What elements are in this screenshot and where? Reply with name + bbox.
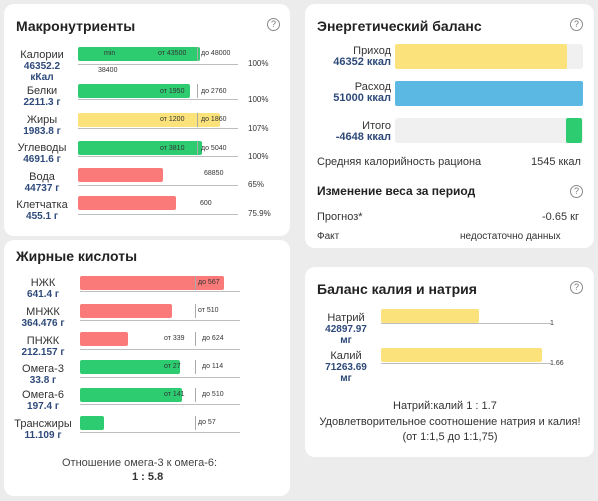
mufa-label: МНЖК 364.476 г: [21, 306, 65, 330]
calories-to: до 48000: [201, 50, 231, 57]
pufa-bar: [80, 332, 128, 346]
fiber-label: Клетчатка 455.1 г: [16, 199, 68, 223]
omega6-to: до 510: [202, 391, 224, 398]
fact-label: Факт: [317, 231, 340, 242]
fact-value: недостаточно данных: [460, 231, 561, 242]
calories-extra: 38400: [98, 67, 118, 74]
fats-bar: [78, 113, 220, 127]
trans-bar: [80, 416, 104, 430]
water-bar: [78, 168, 163, 182]
macronutrients-title: Макронутриенты: [16, 18, 136, 34]
macronutrients-card: Макронутриенты ? Калории 46352.2 кКал mi…: [4, 4, 290, 236]
potassium-label: Калий 71263.69 мг: [325, 350, 367, 385]
carbs-bar: [78, 141, 202, 155]
sodium-marker: 1: [550, 320, 554, 327]
avg-calories-label: Средняя калорийность рациона: [317, 156, 482, 168]
protein-pct: 100%: [248, 95, 269, 104]
total-bar: [566, 118, 582, 143]
fats-pct: 107%: [248, 124, 269, 133]
expense-label: Расход 51000 ккал: [333, 81, 391, 104]
calories-label: Калории 46352.2 кКал: [20, 49, 64, 84]
omega3-bar: [80, 360, 180, 374]
pufa-label: ПНЖК 212.157 г: [21, 335, 65, 359]
fatty-acids-title: Жирные кислоты: [16, 248, 138, 264]
avg-calories-value: 1545 ккал: [531, 156, 581, 168]
protein-bar: [78, 84, 190, 98]
calories-bar: [78, 47, 200, 61]
carbs-pct: 100%: [248, 152, 269, 161]
potassium-bar: [381, 348, 542, 362]
omega6-bar: [80, 388, 182, 402]
water-target: 68850: [204, 170, 224, 177]
omega3-from: от 27: [164, 363, 181, 370]
income-label: Приход 46352 ккал: [333, 45, 391, 68]
protein-label: Белки 2211.3 г: [23, 85, 61, 109]
potassium-marker: 1.66: [550, 360, 564, 367]
trans-label: Трансжиры 11.109 г: [14, 418, 72, 442]
help-icon[interactable]: ?: [267, 18, 280, 31]
sfa-bar: [80, 276, 224, 290]
fats-to: до 1860: [201, 116, 227, 123]
weight-change-title: Изменение веса за период: [317, 184, 476, 198]
expense-bar: [395, 81, 583, 106]
omega3-to: до 114: [202, 363, 224, 370]
water-pct: 65%: [248, 180, 265, 189]
omega-ratio-value: 1 : 5.8: [132, 471, 164, 483]
water-label: Вода 44737 г: [24, 171, 60, 195]
calories-pct: 100%: [248, 59, 269, 68]
fiber-bar: [78, 196, 176, 210]
carbs-to: до 5040: [201, 145, 227, 152]
omega3-label: Омега-3 33.8 г: [22, 363, 64, 387]
total-track: [395, 118, 583, 143]
mufa-limit: от 510: [198, 307, 219, 314]
forecast-value: -0.65 кг: [542, 211, 579, 223]
income-bar: [395, 44, 567, 69]
pufa-to: до 624: [202, 335, 224, 342]
trans-limit: до 57: [198, 419, 216, 426]
sodium-bar: [381, 309, 479, 323]
potassium-sodium-card: Баланс калия и натрия ? Натрий 42897.97 …: [305, 267, 594, 457]
help-icon[interactable]: ?: [570, 281, 583, 294]
sfa-label: НЖК 641.4 г: [27, 277, 59, 301]
calories-from: от 43500: [158, 50, 187, 57]
potassium-sodium-title: Баланс калия и натрия: [317, 281, 477, 297]
fatty-acids-card: Жирные кислоты НЖК 641.4 г до 567 МНЖК 3…: [4, 240, 290, 496]
energy-balance-title: Энергетический баланс: [317, 18, 482, 34]
fats-from: от 1200: [160, 116, 185, 123]
help-icon[interactable]: ?: [570, 18, 583, 31]
total-label: Итого -4648 ккал: [335, 120, 391, 143]
protein-to: до 2760: [201, 88, 227, 95]
omega6-label: Омега-6 197.4 г: [22, 389, 64, 413]
fiber-target: 600: [200, 200, 212, 207]
help-icon[interactable]: ?: [570, 185, 583, 198]
mufa-bar: [80, 304, 172, 318]
carbs-from: от 3810: [160, 145, 185, 152]
omega6-from: от 141: [164, 391, 185, 398]
ratio-text: Натрий:калий 1 : 1.7: [393, 400, 497, 412]
balance-note: Удовлетворительное соотношение натрия и …: [319, 416, 581, 443]
fiber-pct: 75.9%: [248, 209, 271, 218]
pufa-from: от 339: [164, 335, 185, 342]
energy-balance-card: Энергетический баланс ? Приход 46352 кка…: [305, 4, 594, 248]
sodium-label: Натрий 42897.97 мг: [325, 312, 367, 347]
protein-from: от 1950: [160, 88, 185, 95]
carbs-label: Углеводы 4691.6 г: [17, 142, 67, 166]
forecast-label: Прогноз*: [317, 211, 363, 223]
omega-ratio-label: Отношение омега-3 к омега-6:: [62, 457, 218, 469]
calories-min: min: [104, 50, 116, 57]
fats-label: Жиры 1983.8 г: [23, 114, 61, 138]
sfa-limit: до 567: [198, 279, 220, 286]
